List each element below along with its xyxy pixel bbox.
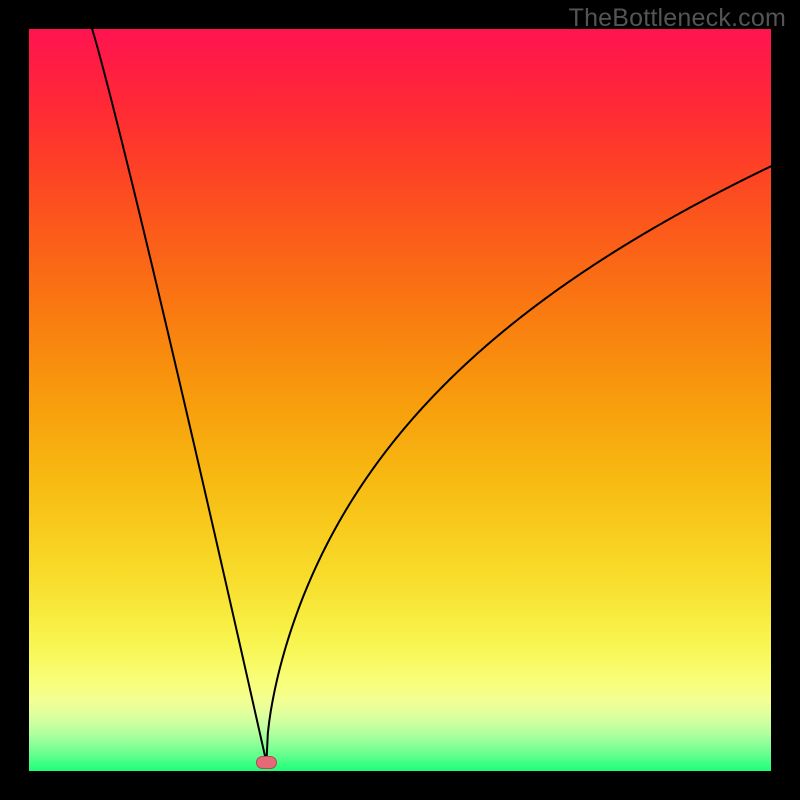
plot-background bbox=[29, 29, 771, 771]
plot-svg bbox=[29, 29, 771, 771]
chart-frame: TheBottleneck.com bbox=[0, 0, 800, 800]
dip-marker bbox=[256, 756, 276, 768]
plot-area bbox=[29, 29, 771, 771]
